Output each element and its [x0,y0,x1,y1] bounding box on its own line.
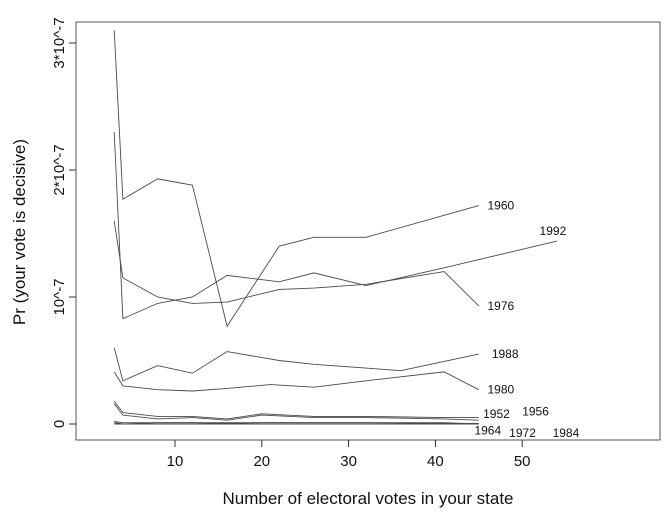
series-label-1992: 1992 [540,224,567,238]
plot-frame [75,21,661,441]
y-axis: 0 10^-7 2*10^-7 3*10^-7 [51,17,76,428]
series-label-1960: 1960 [487,199,514,213]
x-tick-label: 40 [427,453,444,470]
series-line-1960 [113,30,479,328]
series-line-1952 [113,400,479,420]
series-label-1980: 1980 [487,383,514,397]
series-line-1980 [113,371,480,392]
y-tick-label: 2*10^-7 [51,144,68,195]
series-label-1984: 1984 [553,426,580,440]
series-labels: 1960 1992 1976 1988 1980 1952 1956 1964 1972 1984 [474,199,579,440]
x-tick-label: 30 [340,453,357,470]
series-lines [113,30,558,425]
x-axis-title: Number of electoral votes in your state [222,489,513,508]
y-axis-title: Pr (your vote is decisive) [10,139,29,325]
y-tick-label: 3*10^-7 [51,17,68,68]
x-tick-label: 20 [253,453,270,470]
series-label-1956: 1956 [522,404,549,418]
x-axis: 10 20 30 40 50 [167,440,531,470]
series-line-1956 [113,403,479,421]
y-tick-label: 0 [51,420,68,428]
y-tick-label: 10^-7 [51,278,68,315]
x-tick-label: 10 [167,453,184,470]
series-label-1952: 1952 [483,407,510,421]
series-label-1976: 1976 [487,299,514,313]
series-line-1976 [113,220,480,307]
series-line-1988 [113,347,479,382]
series-line-1992 [113,131,558,320]
series-label-1964: 1964 [474,423,501,437]
x-tick-label: 50 [514,453,531,470]
series-line-1984 [114,421,479,424]
series-label-1988: 1988 [492,347,519,361]
series-label-1972: 1972 [509,426,536,440]
